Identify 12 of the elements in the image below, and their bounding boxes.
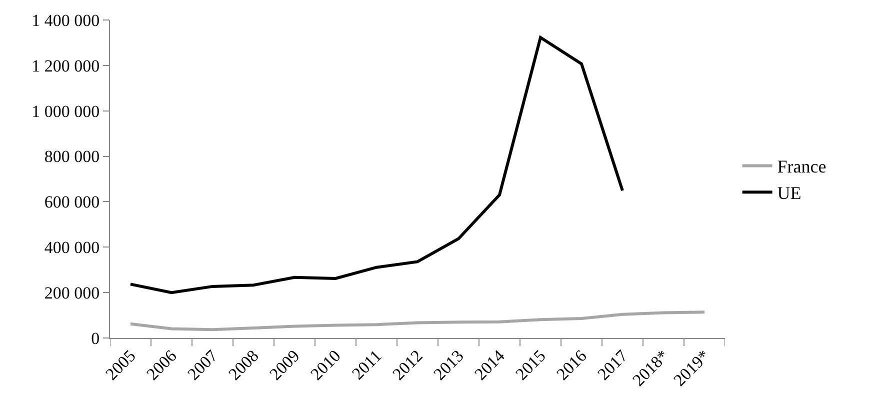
legend-label: UE — [777, 183, 802, 204]
y-tick-label: 600 000 — [44, 192, 100, 212]
y-tick-label: 1 400 000 — [32, 10, 100, 30]
y-tick-label: 400 000 — [44, 238, 100, 258]
y-tick-label: 1 200 000 — [32, 56, 100, 76]
y-tick-label: 1 000 000 — [32, 102, 100, 121]
y-tick-label: 0 — [91, 328, 100, 348]
line-series — [129, 310, 706, 332]
y-tick-label: 800 000 — [44, 147, 100, 166]
legend-label: France — [777, 156, 826, 177]
y-tick-label: 200 000 — [44, 284, 100, 303]
line-series — [129, 36, 624, 294]
